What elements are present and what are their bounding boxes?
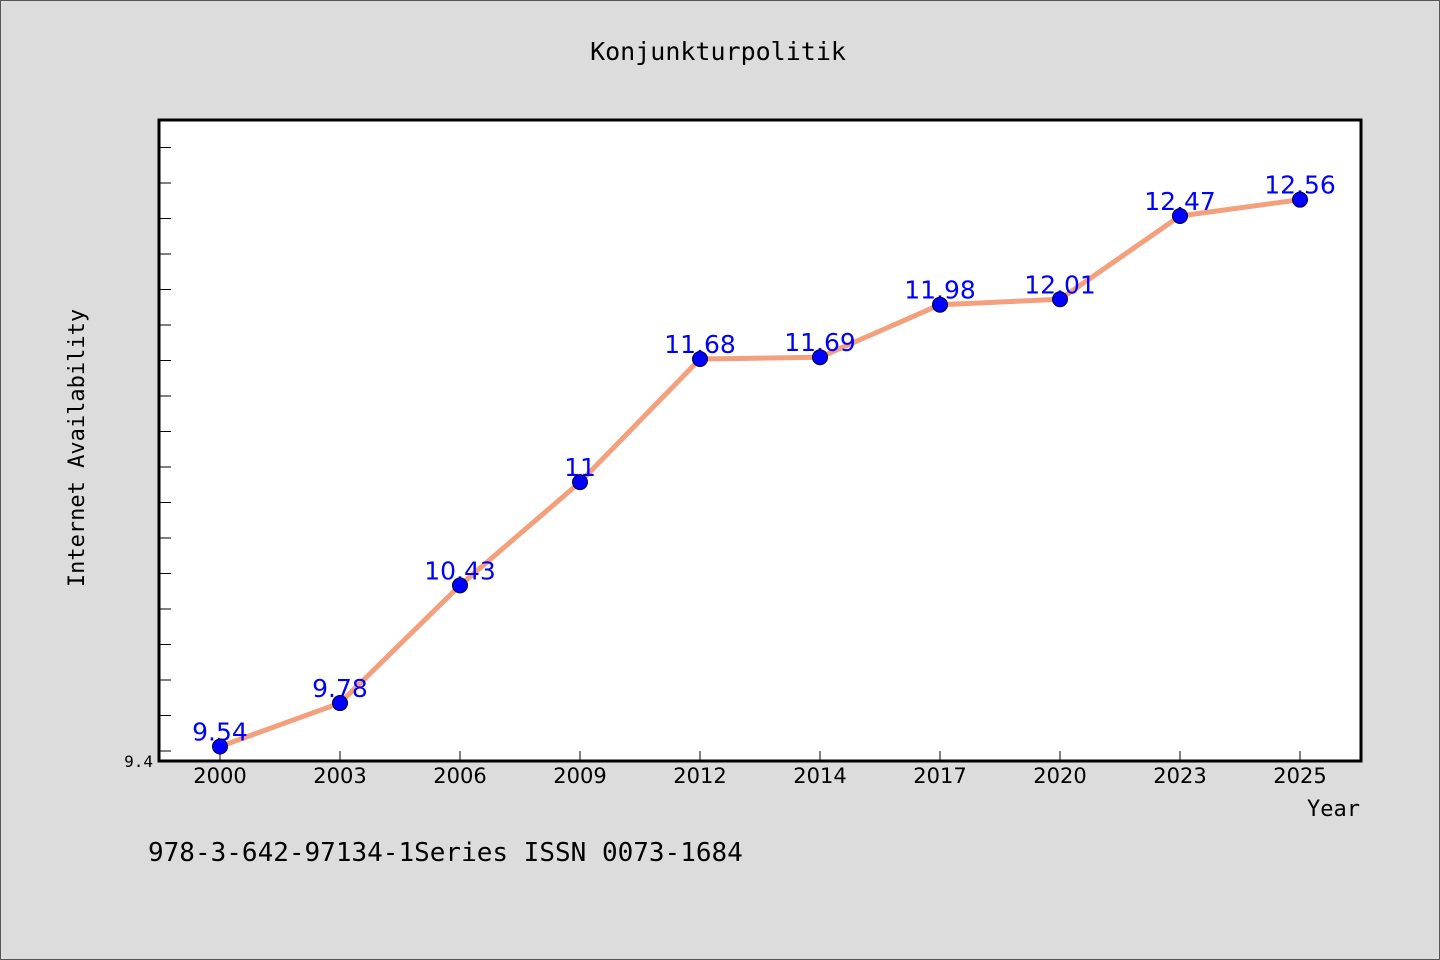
data-point	[332, 695, 348, 712]
data-point	[932, 296, 948, 313]
y-axis-label: Internet Availability	[65, 309, 90, 587]
data-point	[452, 577, 468, 594]
x-tick-label: 2025	[1273, 764, 1326, 788]
data-point	[1052, 291, 1068, 308]
data-point	[812, 349, 828, 366]
y-axis-ticks: 9.4	[124, 147, 171, 771]
footer-text: 978-3-642-97134-1Series ISSN 0073-1684	[148, 838, 743, 868]
chart-title: Konjunkturpolitik	[590, 37, 846, 66]
y-tick-label: 9.4	[124, 752, 153, 771]
x-axis-ticks: 2000 2003 2006 2009 2012 2014 2017 2020 2023 2025	[193, 751, 1327, 788]
x-tick-label: 2023	[1153, 764, 1206, 788]
x-tick-label: 2020	[1033, 764, 1086, 788]
x-tick-label: 2006	[433, 764, 486, 788]
x-tick-label: 2009	[553, 764, 606, 788]
data-point	[572, 474, 588, 491]
data-point	[212, 738, 228, 755]
x-tick-label: 2003	[313, 764, 366, 788]
x-tick-label: 2017	[913, 764, 966, 788]
data-point	[1292, 191, 1308, 208]
x-tick-label: 2012	[673, 764, 726, 788]
x-tick-label: 2014	[793, 764, 846, 788]
x-tick-label: 2000	[193, 764, 246, 788]
series-line	[217, 197, 1303, 750]
data-point	[692, 351, 708, 368]
data-point	[1172, 207, 1188, 224]
x-axis-label: Year	[1307, 797, 1360, 822]
